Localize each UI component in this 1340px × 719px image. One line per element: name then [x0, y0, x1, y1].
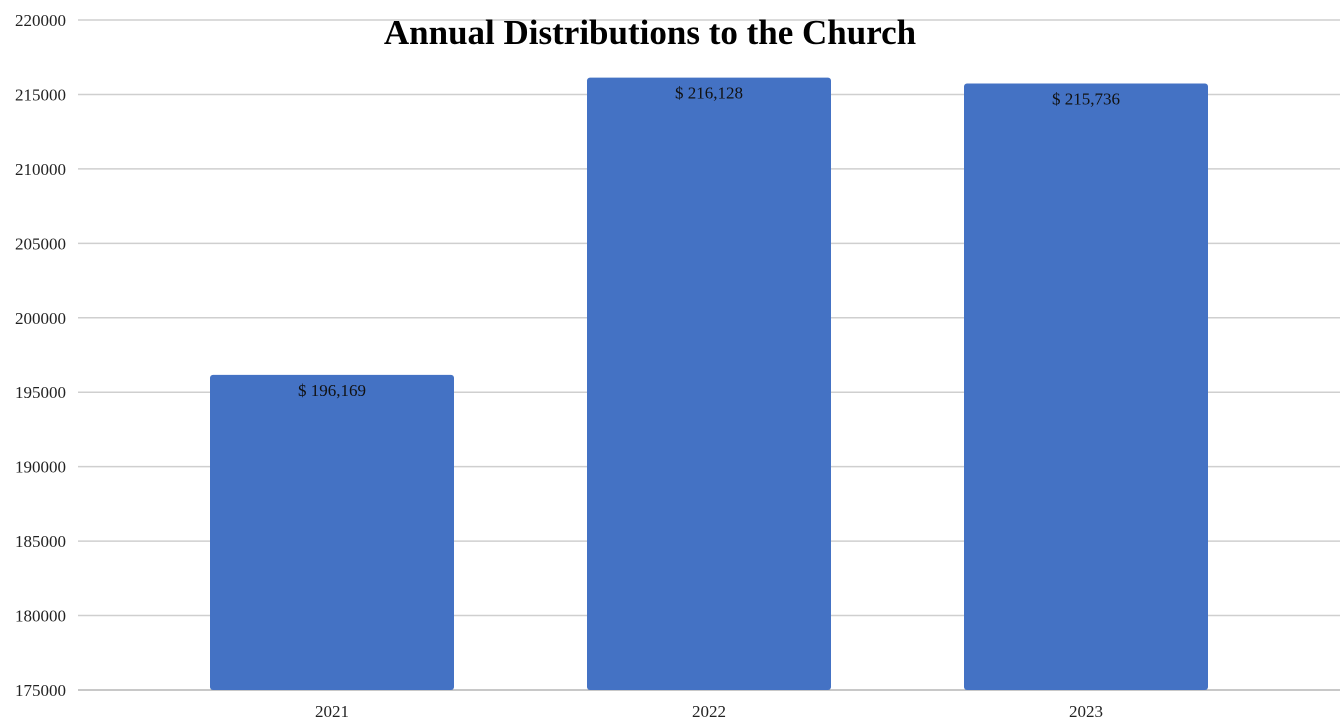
x-tick-label: 2022	[692, 702, 726, 719]
y-tick-label: 210000	[15, 160, 66, 179]
data-labels: $ 196,169 $ 216,128 $ 215,736	[298, 84, 1120, 400]
data-label: $ 196,169	[298, 381, 366, 400]
y-tick-label: 180000	[15, 607, 66, 626]
data-label: $ 215,736	[1052, 89, 1120, 108]
bar-2022	[587, 77, 831, 690]
y-tick-label: 190000	[15, 458, 66, 477]
x-tick-label: 2021	[315, 702, 349, 719]
y-tick-label: 200000	[15, 309, 66, 328]
chart-title: Annual Distributions to the Church	[384, 13, 916, 52]
y-axis-tick-labels: 175000 180000 185000 190000 195000 200000 2050…	[15, 11, 66, 700]
x-axis-tick-labels: 2021 2022 2023	[315, 702, 1103, 719]
bar-2023	[964, 83, 1208, 691]
bars	[210, 77, 1208, 691]
y-tick-label: 185000	[15, 532, 66, 551]
data-label: $ 216,128	[675, 84, 743, 103]
y-tick-label: 220000	[15, 11, 66, 30]
y-tick-label: 175000	[15, 681, 66, 700]
x-tick-label: 2023	[1069, 702, 1103, 719]
y-tick-label: 205000	[15, 234, 66, 253]
y-tick-label: 215000	[15, 85, 66, 104]
y-tick-label: 195000	[15, 383, 66, 402]
bar-2021	[210, 374, 454, 690]
